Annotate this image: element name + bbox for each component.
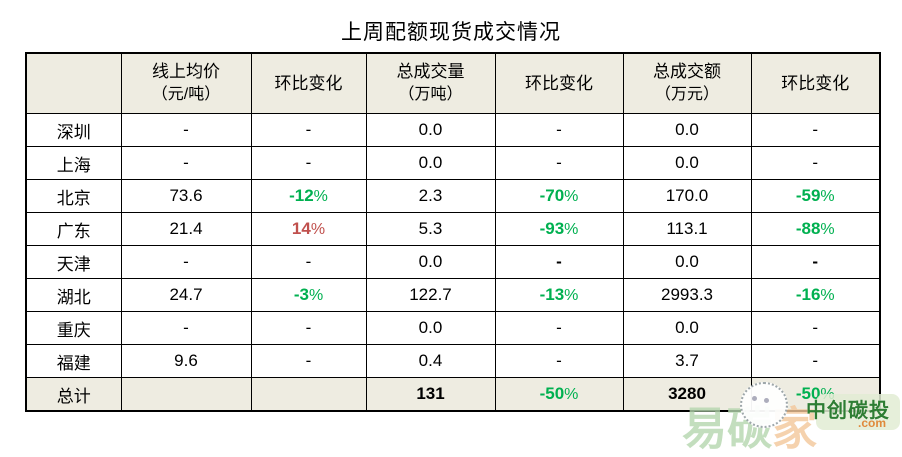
table-row-shanghai: 上海 - - 0.0 - 0.0 - xyxy=(25,146,881,180)
table-row-chongqing: 重庆 - - 0.0 - 0.0 - xyxy=(25,311,881,345)
volume-cell: 122.7 xyxy=(365,278,496,312)
amount-change-cell: -16% xyxy=(750,278,881,312)
amount-change-cell: - xyxy=(750,245,881,279)
price-change-cell: - xyxy=(250,245,367,279)
amount-change-cell: -50% xyxy=(750,377,881,412)
avg-price-cell: - xyxy=(120,311,252,345)
price-change-cell: - xyxy=(250,113,367,147)
amount-cell: 113.1 xyxy=(622,212,752,246)
table-row-hubei: 湖北 24.7 -3% 122.7 -13% 2993.3 -16% xyxy=(25,278,881,312)
price-change-cell: - xyxy=(250,146,367,180)
region-cell: 上海 xyxy=(25,146,122,180)
avg-price-cell: - xyxy=(120,245,252,279)
amount-cell: 0.0 xyxy=(622,113,752,147)
price-change-cell: -3% xyxy=(250,278,367,312)
region-cell: 北京 xyxy=(25,179,122,213)
watermark-domain: .com xyxy=(857,416,886,430)
amount-change-cell: -59% xyxy=(750,179,881,213)
amount-change-cell: - xyxy=(750,311,881,345)
volume-cell: 0.0 xyxy=(365,146,496,180)
region-cell: 福建 xyxy=(25,344,122,378)
amount-cell: 3280 xyxy=(622,377,752,412)
amount-cell: 3.7 xyxy=(622,344,752,378)
volume-cell: 0.0 xyxy=(365,113,496,147)
avg-price-cell: 24.7 xyxy=(120,278,252,312)
volume-cell: 131 xyxy=(365,377,496,412)
amount-cell: 170.0 xyxy=(622,179,752,213)
avg-price-cell: 73.6 xyxy=(120,179,252,213)
table-row-guangdong: 广东 21.4 14% 5.3 -93% 113.1 -88% xyxy=(25,212,881,246)
avg-price-cell: 21.4 xyxy=(120,212,252,246)
avg-price-cell: 9.6 xyxy=(120,344,252,378)
region-cell: 天津 xyxy=(25,245,122,279)
amount-change-cell: - xyxy=(750,344,881,378)
volume-change-cell: - xyxy=(494,245,624,279)
volume-change-cell: -70% xyxy=(494,179,624,213)
avg-price-cell xyxy=(120,377,252,412)
table-row-shenzhen: 深圳 - - 0.0 - 0.0 - xyxy=(25,113,881,147)
header-volume-change: 环比变化 xyxy=(494,52,624,114)
volume-change-cell: - xyxy=(494,311,624,345)
volume-change-cell: -13% xyxy=(494,278,624,312)
price-change-cell: -12% xyxy=(250,179,367,213)
region-cell: 总计 xyxy=(25,377,122,412)
region-cell: 湖北 xyxy=(25,278,122,312)
region-cell: 深圳 xyxy=(25,113,122,147)
volume-cell: 0.4 xyxy=(365,344,496,378)
avg-price-cell: - xyxy=(120,146,252,180)
price-change-cell: - xyxy=(250,311,367,345)
avg-price-cell: - xyxy=(120,113,252,147)
volume-change-cell: -50% xyxy=(494,377,624,412)
volume-cell: 2.3 xyxy=(365,179,496,213)
volume-change-cell: -93% xyxy=(494,212,624,246)
amount-change-cell: -88% xyxy=(750,212,881,246)
header-volume: 总成交量 （万吨） xyxy=(365,52,496,114)
price-change-cell xyxy=(250,377,367,412)
amount-cell: 0.0 xyxy=(622,146,752,180)
table-row-beijing: 北京 73.6 -12% 2.3 -70% 170.0 -59% xyxy=(25,179,881,213)
table-row-total: 总计 131 -50% 3280 -50% xyxy=(25,377,881,412)
price-change-cell: 14% xyxy=(250,212,367,246)
table-row-fujian: 福建 9.6 - 0.4 - 3.7 - xyxy=(25,344,881,378)
volume-change-cell: - xyxy=(494,146,624,180)
quota-spot-table: 线上均价 （元/吨） 环比变化 总成交量 （万吨） 环比变化 总成交额 （万元） 环比… xyxy=(25,52,881,412)
header-row: 线上均价 （元/吨） 环比变化 总成交量 （万吨） 环比变化 总成交额 （万元） 环比… xyxy=(25,52,881,114)
volume-cell: 5.3 xyxy=(365,212,496,246)
region-cell: 广东 xyxy=(25,212,122,246)
volume-cell: 0.0 xyxy=(365,245,496,279)
price-change-cell: - xyxy=(250,344,367,378)
table-row-tianjin: 天津 - - 0.0 - 0.0 - xyxy=(25,245,881,279)
header-avg-price: 线上均价 （元/吨） xyxy=(120,52,252,114)
page-title: 上周配额现货成交情况 xyxy=(341,21,561,44)
amount-cell: 0.0 xyxy=(622,245,752,279)
header-region xyxy=(25,52,122,114)
volume-change-cell: - xyxy=(494,344,624,378)
region-cell: 重庆 xyxy=(25,311,122,345)
header-amount-change: 环比变化 xyxy=(750,52,881,114)
header-amount: 总成交额 （万元） xyxy=(622,52,752,114)
amount-change-cell: - xyxy=(750,113,881,147)
amount-change-cell: - xyxy=(750,146,881,180)
amount-cell: 0.0 xyxy=(622,311,752,345)
header-price-change: 环比变化 xyxy=(250,52,367,114)
volume-change-cell: - xyxy=(494,113,624,147)
amount-cell: 2993.3 xyxy=(622,278,752,312)
volume-cell: 0.0 xyxy=(365,311,496,345)
